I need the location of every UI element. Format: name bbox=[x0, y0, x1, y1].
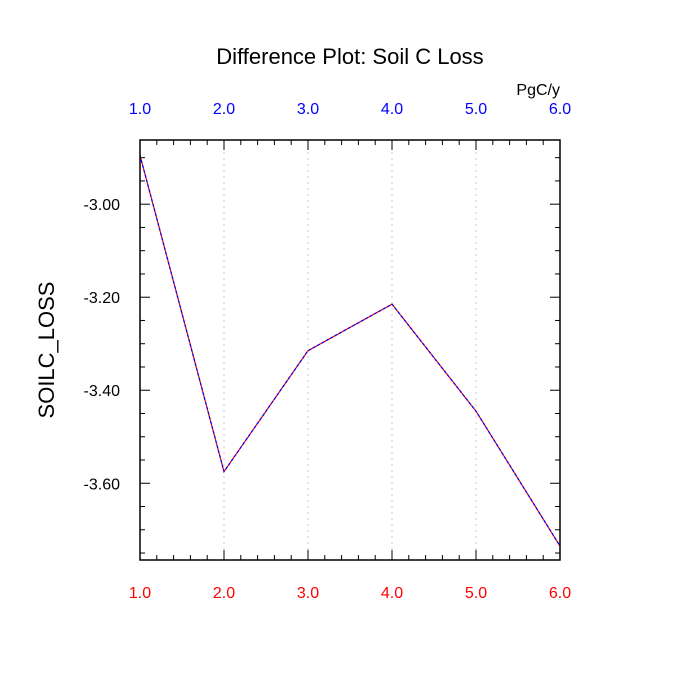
x-tick-label-bottom: 1.0 bbox=[129, 585, 151, 602]
gridlines bbox=[223, 140, 477, 560]
y-tick-label: -3.20 bbox=[84, 290, 121, 307]
x-tick-label-top: 3.0 bbox=[297, 101, 319, 118]
x-tick-label-top: 5.0 bbox=[465, 101, 487, 118]
x-tick-label-top: 4.0 bbox=[381, 101, 403, 118]
plot-frame bbox=[139, 139, 561, 561]
x-tick-label-bottom: 3.0 bbox=[297, 585, 319, 602]
data-line-primary bbox=[139, 155, 561, 547]
tick-labels: 1.0 1.0 2.0 2.0 3.0 3.0 4.0 4.0 5.0 5.0 6.0 6.0 -3.0… bbox=[84, 101, 572, 602]
data-lines bbox=[139, 155, 561, 547]
x-tick-label-bottom: 2.0 bbox=[213, 585, 235, 602]
x-tick-label-top: 1.0 bbox=[129, 101, 151, 118]
x-tick-label-bottom: 6.0 bbox=[549, 585, 571, 602]
x-tick-label-top: 6.0 bbox=[549, 101, 571, 118]
chart-title: Difference Plot: Soil C Loss bbox=[216, 44, 483, 69]
y-tick-label: -3.60 bbox=[84, 476, 121, 493]
y-tick-label: -3.00 bbox=[84, 197, 121, 214]
data-line-overlay bbox=[139, 155, 561, 547]
x-tick-label-top: 2.0 bbox=[213, 101, 235, 118]
x-tick-label-bottom: 4.0 bbox=[381, 585, 403, 602]
y-axis-label: SOILC_LOSS bbox=[34, 282, 59, 419]
tick-marks bbox=[139, 140, 561, 560]
y-tick-label: -3.40 bbox=[84, 383, 121, 400]
units-label: PgC/y bbox=[516, 82, 560, 99]
x-tick-label-bottom: 5.0 bbox=[465, 585, 487, 602]
